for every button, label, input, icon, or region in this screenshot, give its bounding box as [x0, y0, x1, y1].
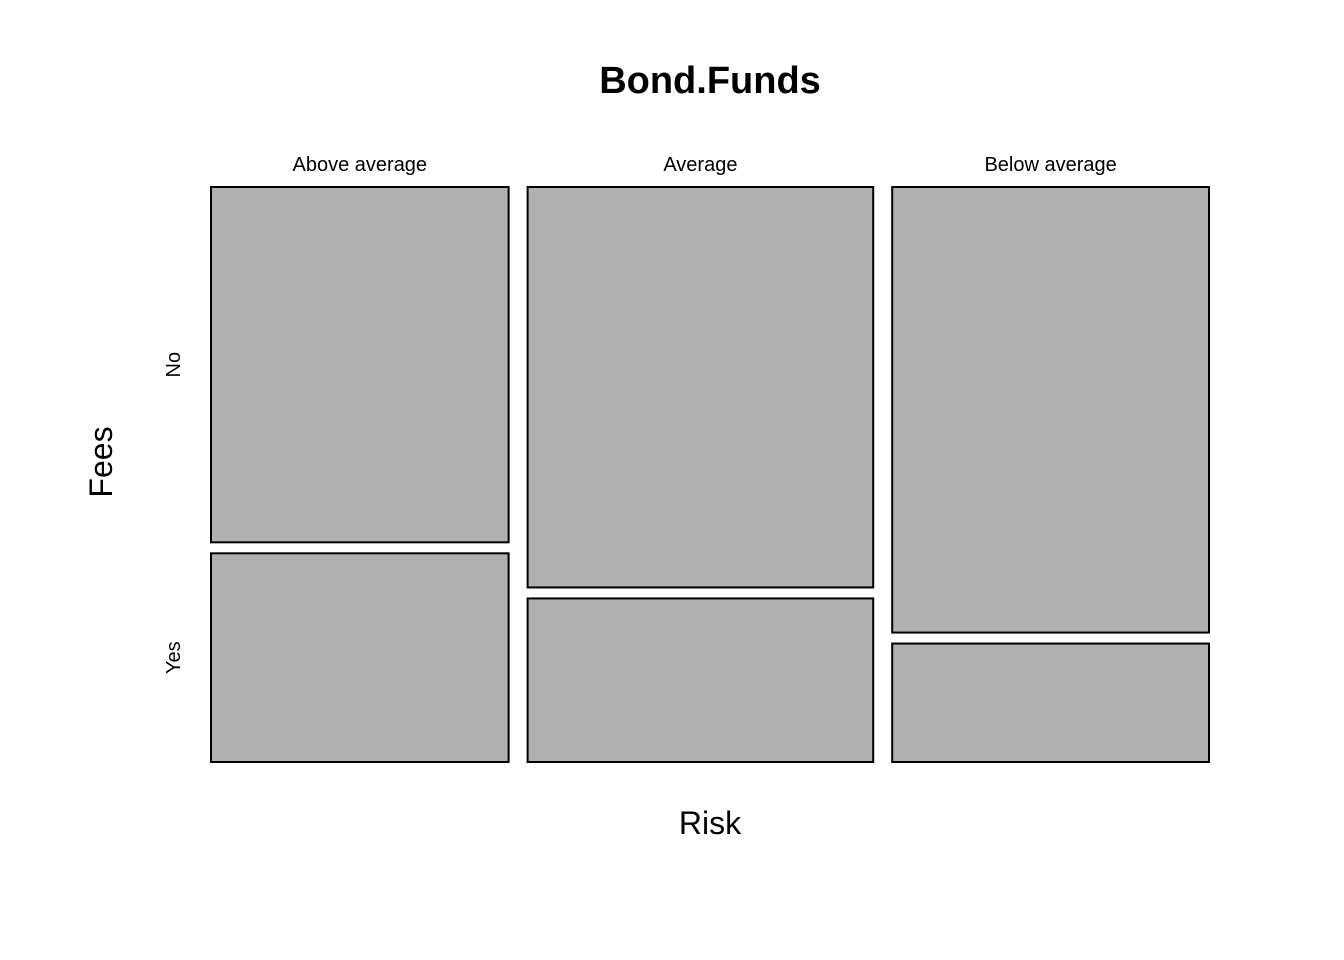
x-tick-label-below-average: Below average — [984, 154, 1116, 176]
tile-below-average-yes — [891, 642, 1210, 763]
tile-average-no — [526, 186, 875, 589]
mosaic-tiles — [210, 186, 1210, 763]
tile-above-average-no — [210, 186, 510, 544]
x-axis-title: Risk — [679, 805, 742, 841]
y-tick-label-no: No — [163, 352, 185, 378]
tile-average-yes — [526, 597, 875, 763]
y-tick-label-yes: Yes — [163, 641, 185, 674]
tile-below-average-no — [891, 186, 1210, 634]
y-axis-title: Fees — [83, 426, 119, 497]
chart-title: Bond.Funds — [599, 60, 821, 102]
y-tick-labels: No Yes — [163, 352, 185, 674]
tile-above-average-yes — [210, 552, 510, 763]
x-tick-label-average: Average — [663, 154, 737, 176]
x-tick-labels: Above average Average Below average — [293, 154, 1117, 176]
x-tick-label-above-average: Above average — [293, 154, 428, 176]
